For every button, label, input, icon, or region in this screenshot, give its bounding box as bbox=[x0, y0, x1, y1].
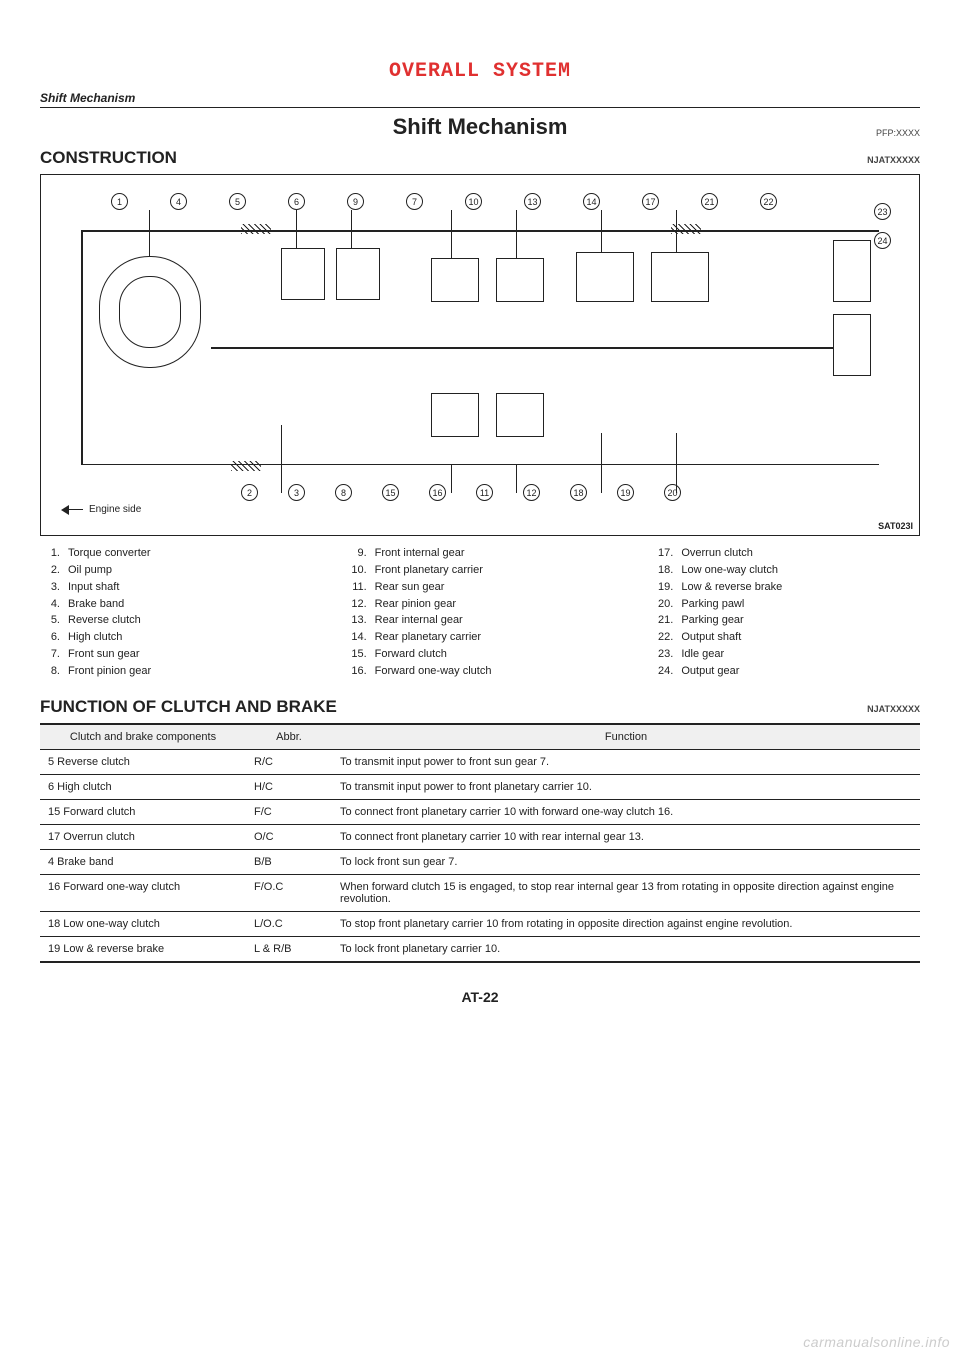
callout: 7 bbox=[406, 193, 423, 210]
callout: 16 bbox=[429, 484, 446, 501]
arrow-left-icon bbox=[61, 505, 83, 515]
construction-heading: CONSTRUCTION NJATXXXXX bbox=[40, 148, 920, 168]
legend-item: 5.Reverse clutch bbox=[40, 613, 307, 628]
legend-item: 19.Low & reverse brake bbox=[653, 580, 920, 595]
construction-subcode: NJATXXXXX bbox=[867, 155, 920, 165]
table-row: 19 Low & reverse brakeL & R/BTo lock fro… bbox=[40, 936, 920, 962]
legend: 1.Torque converter 2.Oil pump 3.Input sh… bbox=[40, 546, 920, 681]
legend-item: 15.Forward clutch bbox=[347, 647, 614, 662]
callout-row-top: 1 4 5 6 9 7 10 13 14 17 21 22 bbox=[111, 193, 777, 210]
callout-row-bottom: 2 3 8 15 16 11 12 18 19 20 bbox=[241, 484, 681, 501]
page: OVERALL SYSTEM Shift Mechanism Shift Mec… bbox=[20, 0, 940, 1045]
callout: 15 bbox=[382, 484, 399, 501]
legend-item: 14.Rear planetary carrier bbox=[347, 630, 614, 645]
legend-item: 18.Low one-way clutch bbox=[653, 563, 920, 578]
legend-item: 6.High clutch bbox=[40, 630, 307, 645]
legend-item: 24.Output gear bbox=[653, 664, 920, 679]
legend-item: 10.Front planetary carrier bbox=[347, 563, 614, 578]
callout: 8 bbox=[335, 484, 352, 501]
title-block: Shift Mechanism PFP:XXXX bbox=[40, 114, 920, 140]
function-label: FUNCTION OF CLUTCH AND BRAKE bbox=[40, 697, 337, 717]
legend-col-1: 1.Torque converter 2.Oil pump 3.Input sh… bbox=[40, 546, 307, 681]
callout: 19 bbox=[617, 484, 634, 501]
engine-side-label-row: Engine side bbox=[61, 504, 141, 515]
diagram-code: SAT023I bbox=[878, 521, 913, 531]
legend-item: 20.Parking pawl bbox=[653, 597, 920, 612]
breadcrumb: Shift Mechanism bbox=[40, 91, 920, 108]
function-heading: FUNCTION OF CLUTCH AND BRAKE NJATXXXXX bbox=[40, 697, 920, 717]
table-row: 4 Brake bandB/BTo lock front sun gear 7. bbox=[40, 849, 920, 874]
callout: 20 bbox=[664, 484, 681, 501]
callout: 12 bbox=[523, 484, 540, 501]
diagram-box: 1 4 5 6 9 7 10 13 14 17 21 22 23 24 2 3 … bbox=[40, 174, 920, 536]
pfp-code: PFP:XXXX bbox=[876, 128, 920, 138]
callout: 4 bbox=[170, 193, 187, 210]
legend-item: 9.Front internal gear bbox=[347, 546, 614, 561]
callout: 14 bbox=[583, 193, 600, 210]
table-row: 15 Forward clutchF/CTo connect front pla… bbox=[40, 799, 920, 824]
legend-col-3: 17.Overrun clutch 18.Low one-way clutch … bbox=[653, 546, 920, 681]
callout: 2 bbox=[241, 484, 258, 501]
callout: 22 bbox=[760, 193, 777, 210]
callout: 11 bbox=[476, 484, 493, 501]
legend-item: 23.Idle gear bbox=[653, 647, 920, 662]
table-row: 17 Overrun clutchO/CTo connect front pla… bbox=[40, 824, 920, 849]
construction-label: CONSTRUCTION bbox=[40, 148, 177, 168]
callout: 5 bbox=[229, 193, 246, 210]
callout: 10 bbox=[465, 193, 482, 210]
legend-item: 21.Parking gear bbox=[653, 613, 920, 628]
schematic bbox=[81, 230, 879, 465]
callout: 18 bbox=[570, 484, 587, 501]
callout: 23 bbox=[874, 203, 891, 220]
page-number: AT-22 bbox=[40, 989, 920, 1005]
callout: 3 bbox=[288, 484, 305, 501]
table-header-row: Clutch and brake components Abbr. Functi… bbox=[40, 724, 920, 750]
legend-item: 1.Torque converter bbox=[40, 546, 307, 561]
callout: 13 bbox=[524, 193, 541, 210]
th-components: Clutch and brake components bbox=[40, 724, 246, 750]
legend-item: 7.Front sun gear bbox=[40, 647, 307, 662]
table-row: 18 Low one-way clutchL/O.CTo stop front … bbox=[40, 911, 920, 936]
main-title: Shift Mechanism bbox=[40, 114, 920, 140]
legend-item: 13.Rear internal gear bbox=[347, 613, 614, 628]
callout: 6 bbox=[288, 193, 305, 210]
legend-item: 11.Rear sun gear bbox=[347, 580, 614, 595]
table-row: 16 Forward one-way clutchF/O.CWhen forwa… bbox=[40, 874, 920, 911]
engine-side-label: Engine side bbox=[89, 504, 141, 515]
legend-item: 4.Brake band bbox=[40, 597, 307, 612]
table-row: 5 Reverse clutchR/CTo transmit input pow… bbox=[40, 749, 920, 774]
watermark: carmanualsonline.info bbox=[803, 1334, 950, 1350]
legend-item: 2.Oil pump bbox=[40, 563, 307, 578]
table-row: 6 High clutchH/CTo transmit input power … bbox=[40, 774, 920, 799]
callout: 17 bbox=[642, 193, 659, 210]
th-function: Function bbox=[332, 724, 920, 750]
function-subcode: NJATXXXXX bbox=[867, 704, 920, 714]
legend-col-2: 9.Front internal gear 10.Front planetary… bbox=[347, 546, 614, 681]
th-abbr: Abbr. bbox=[246, 724, 332, 750]
legend-item: 8.Front pinion gear bbox=[40, 664, 307, 679]
legend-item: 22.Output shaft bbox=[653, 630, 920, 645]
callout: 1 bbox=[111, 193, 128, 210]
legend-item: 17.Overrun clutch bbox=[653, 546, 920, 561]
legend-item: 12.Rear pinion gear bbox=[347, 597, 614, 612]
function-table: Clutch and brake components Abbr. Functi… bbox=[40, 723, 920, 963]
callout: 9 bbox=[347, 193, 364, 210]
legend-item: 16.Forward one-way clutch bbox=[347, 664, 614, 679]
callout: 21 bbox=[701, 193, 718, 210]
legend-item: 3.Input shaft bbox=[40, 580, 307, 595]
system-title: OVERALL SYSTEM bbox=[40, 60, 920, 83]
